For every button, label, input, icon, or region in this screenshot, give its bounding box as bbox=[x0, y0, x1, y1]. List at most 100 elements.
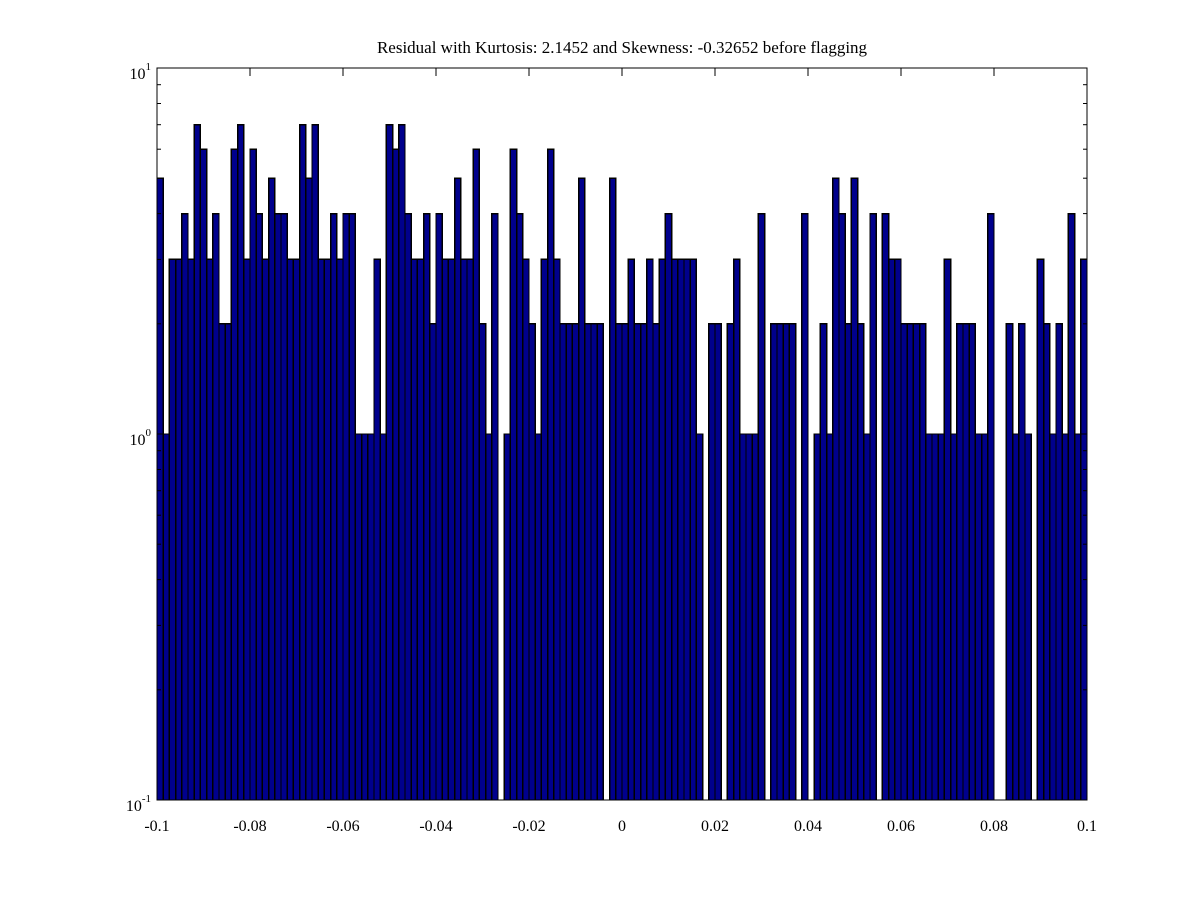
histogram-bar bbox=[770, 323, 778, 801]
histogram-bar bbox=[522, 258, 530, 801]
histogram-bar bbox=[1067, 212, 1076, 801]
histogram-bar bbox=[274, 212, 282, 801]
histogram-bar bbox=[509, 148, 518, 801]
histogram-bar bbox=[658, 258, 667, 801]
histogram-bar bbox=[590, 323, 598, 801]
histogram-bar bbox=[596, 323, 605, 801]
histogram-bar bbox=[311, 123, 319, 801]
histogram-bar bbox=[732, 258, 741, 801]
histogram-bar bbox=[856, 323, 865, 801]
x-tick-label: 0.04 bbox=[794, 818, 822, 835]
histogram-bar bbox=[410, 258, 419, 801]
histogram-bar bbox=[757, 212, 766, 801]
histogram-bar bbox=[267, 177, 276, 801]
histogram-bar bbox=[608, 177, 617, 801]
x-tick-label: 0.1 bbox=[1077, 818, 1097, 835]
x-tick-label: 0.02 bbox=[701, 818, 729, 835]
histogram-bar bbox=[1061, 433, 1070, 801]
histogram-bar bbox=[683, 258, 691, 801]
histogram-bar bbox=[714, 323, 722, 801]
histogram-bar bbox=[677, 258, 685, 801]
histogram-bar bbox=[639, 323, 648, 801]
x-tick-label: 0.06 bbox=[887, 818, 915, 835]
histogram-bar bbox=[1042, 323, 1051, 801]
histogram-bar bbox=[385, 123, 394, 801]
x-tick-label: 0 bbox=[618, 818, 626, 835]
histogram-bar bbox=[435, 212, 443, 801]
histogram-bar bbox=[887, 258, 896, 801]
histogram-bar bbox=[317, 258, 326, 801]
x-tick-label: -0.06 bbox=[326, 818, 359, 835]
histogram-bar bbox=[243, 258, 251, 801]
histogram-bar bbox=[627, 258, 636, 801]
chart-title: Residual with Kurtosis: 2.1452 and Skewn… bbox=[377, 38, 868, 57]
histogram-bar bbox=[918, 323, 927, 801]
histogram-bar bbox=[379, 433, 388, 801]
histogram-bar bbox=[850, 177, 859, 801]
histogram-bar bbox=[788, 323, 797, 801]
histogram-bar bbox=[255, 212, 264, 801]
y-tick-label: 10-1 bbox=[126, 793, 151, 815]
histogram-bar bbox=[633, 323, 642, 801]
histogram-bar bbox=[1080, 258, 1088, 801]
histogram-bar bbox=[689, 258, 698, 801]
histogram-bar bbox=[912, 323, 921, 801]
histogram-bar bbox=[546, 148, 555, 801]
histogram-bar bbox=[974, 433, 983, 801]
histogram-bar bbox=[503, 433, 512, 801]
y-tick-label: 100 bbox=[130, 427, 152, 449]
y-axis-tick-labels: 10-1 100 101 bbox=[126, 61, 152, 815]
histogram-bar bbox=[342, 212, 350, 801]
histogram-bar bbox=[429, 323, 437, 801]
histogram-bar bbox=[181, 212, 189, 801]
histogram-bar bbox=[670, 258, 679, 801]
histogram-bar bbox=[980, 433, 989, 801]
histogram-bar bbox=[571, 323, 580, 801]
histogram-bar bbox=[354, 433, 363, 801]
histogram-bar bbox=[162, 433, 171, 801]
histogram-bar bbox=[825, 433, 834, 801]
histogram-bar bbox=[199, 148, 208, 801]
histogram-bar bbox=[540, 258, 549, 801]
histogram-bar bbox=[695, 433, 704, 801]
histogram-bar bbox=[987, 212, 995, 801]
histogram-bar bbox=[838, 212, 846, 801]
histogram-bar bbox=[515, 212, 524, 801]
histogram-bar bbox=[249, 148, 257, 801]
histogram-bar bbox=[348, 212, 357, 801]
histogram-bar bbox=[205, 258, 214, 801]
histogram-bar bbox=[708, 323, 716, 801]
histogram-bar bbox=[286, 258, 295, 801]
histogram-bar bbox=[739, 433, 747, 801]
histogram-bar bbox=[218, 323, 226, 801]
histogram-bar bbox=[1073, 433, 1082, 801]
histogram-bar bbox=[956, 323, 964, 801]
histogram-bar bbox=[298, 123, 307, 801]
x-tick-label: -0.04 bbox=[419, 818, 452, 835]
histogram-bar bbox=[1005, 323, 1014, 801]
histogram-bar bbox=[615, 323, 623, 801]
histogram-bar bbox=[906, 323, 915, 801]
histogram-bar bbox=[391, 148, 400, 801]
y-tick-label: 101 bbox=[130, 61, 152, 83]
histogram-bar bbox=[949, 433, 958, 801]
histogram-bar bbox=[484, 433, 493, 801]
histogram-bar bbox=[782, 323, 791, 801]
histogram-bar bbox=[230, 148, 239, 801]
histogram-bar bbox=[174, 258, 183, 801]
histogram-bar bbox=[224, 323, 233, 801]
histogram-bar bbox=[832, 177, 840, 801]
histogram-bar bbox=[621, 323, 629, 801]
histogram-bar bbox=[577, 177, 586, 801]
histogram-bar bbox=[373, 258, 381, 801]
histogram-bar bbox=[472, 148, 481, 801]
histogram-bar bbox=[652, 323, 660, 801]
x-tick-label: -0.08 bbox=[233, 818, 266, 835]
histogram-bar bbox=[193, 123, 202, 801]
histogram-bar bbox=[404, 212, 412, 801]
histogram-bar bbox=[801, 212, 809, 801]
x-tick-label: -0.02 bbox=[512, 818, 545, 835]
histogram-bar bbox=[323, 258, 332, 801]
